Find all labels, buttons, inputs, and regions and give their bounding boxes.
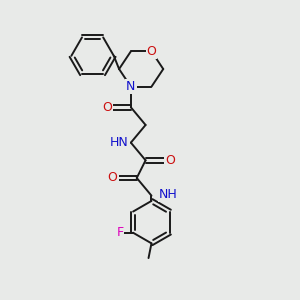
Text: N: N <box>126 80 136 93</box>
Text: O: O <box>165 154 175 167</box>
Text: O: O <box>102 101 112 114</box>
Text: HN: HN <box>110 136 128 149</box>
Text: O: O <box>108 172 118 184</box>
Text: O: O <box>146 45 156 58</box>
Text: F: F <box>116 226 123 239</box>
Text: NH: NH <box>159 188 178 201</box>
